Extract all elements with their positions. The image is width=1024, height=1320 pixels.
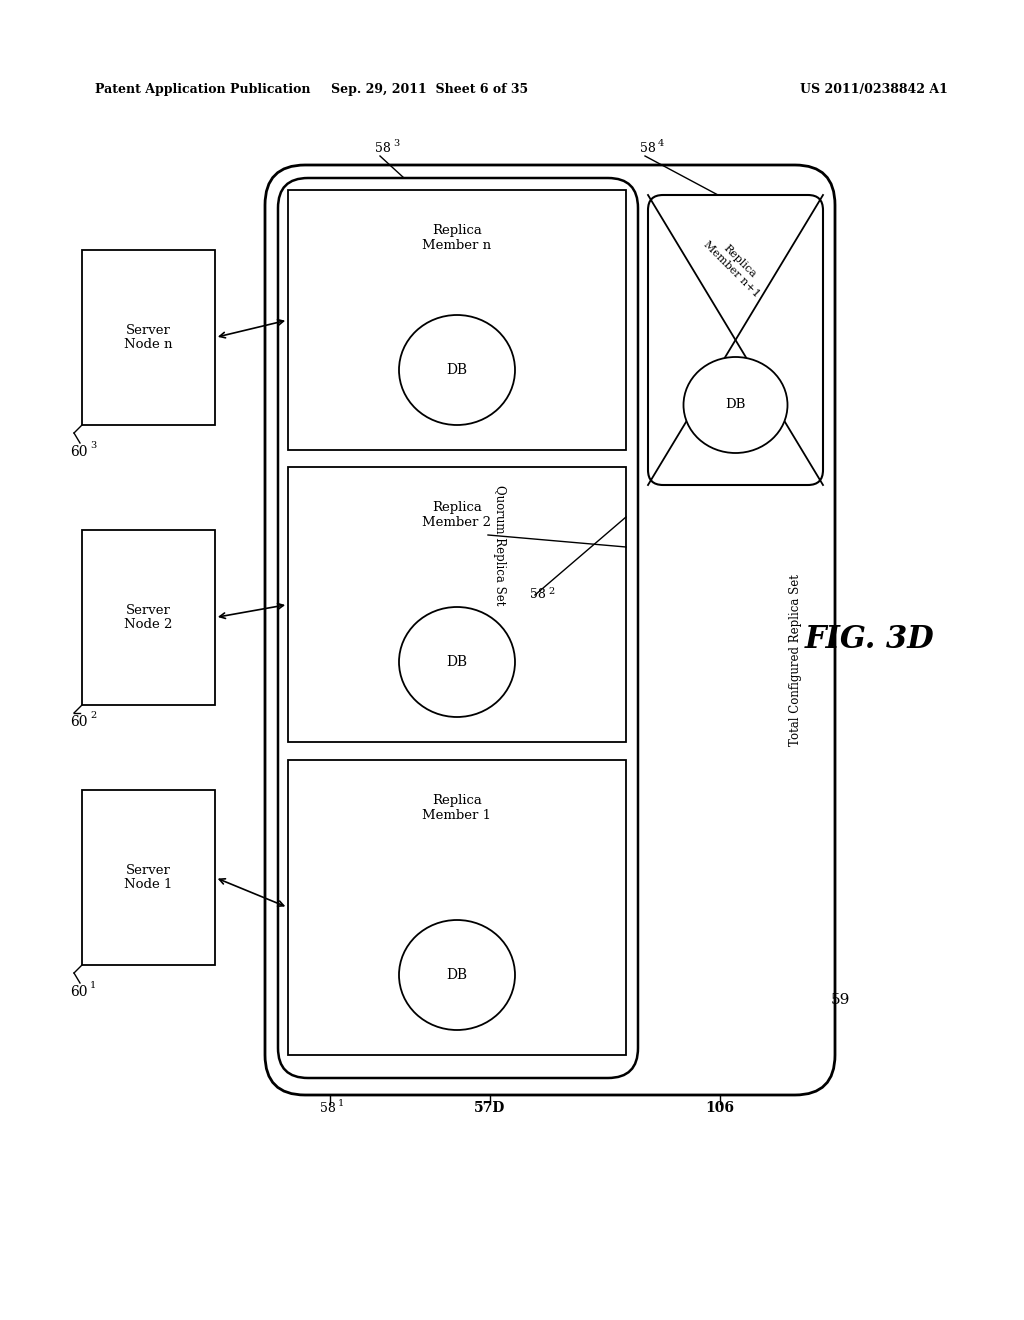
Text: 59: 59 xyxy=(830,993,850,1007)
Text: Server
Node 2: Server Node 2 xyxy=(124,603,173,631)
Bar xyxy=(82,789,215,965)
Bar xyxy=(288,760,626,1055)
FancyBboxPatch shape xyxy=(648,195,823,484)
Text: DB: DB xyxy=(446,363,468,378)
FancyBboxPatch shape xyxy=(265,165,835,1096)
Text: US 2011/0238842 A1: US 2011/0238842 A1 xyxy=(800,83,948,96)
Text: 3: 3 xyxy=(90,441,96,450)
Text: 106: 106 xyxy=(706,1101,734,1115)
Text: Patent Application Publication: Patent Application Publication xyxy=(95,83,310,96)
Text: Replica
Member 2: Replica Member 2 xyxy=(423,502,492,529)
Text: Sep. 29, 2011  Sheet 6 of 35: Sep. 29, 2011 Sheet 6 of 35 xyxy=(332,83,528,96)
Text: 57D: 57D xyxy=(474,1101,506,1115)
Text: Replica
Member n+1: Replica Member n+1 xyxy=(701,231,770,300)
Ellipse shape xyxy=(399,607,515,717)
Text: 58: 58 xyxy=(375,141,391,154)
Text: 2: 2 xyxy=(548,586,554,595)
Text: 60: 60 xyxy=(70,445,87,459)
Bar xyxy=(82,531,215,705)
FancyBboxPatch shape xyxy=(278,178,638,1078)
Text: 58: 58 xyxy=(640,141,656,154)
Text: 4: 4 xyxy=(658,140,665,149)
Text: Quorum Replica Set: Quorum Replica Set xyxy=(493,484,506,605)
Text: 1: 1 xyxy=(90,981,96,990)
Text: Server
Node n: Server Node n xyxy=(124,323,173,351)
Text: Replica
Member 1: Replica Member 1 xyxy=(423,795,492,822)
Text: 60: 60 xyxy=(70,715,87,729)
Bar xyxy=(288,467,626,742)
Ellipse shape xyxy=(399,920,515,1030)
Text: 58: 58 xyxy=(319,1101,336,1114)
Ellipse shape xyxy=(399,315,515,425)
Ellipse shape xyxy=(683,356,787,453)
Bar xyxy=(82,249,215,425)
Text: Server
Node 1: Server Node 1 xyxy=(124,863,173,891)
Text: Total Configured Replica Set: Total Configured Replica Set xyxy=(788,574,802,746)
Text: 1: 1 xyxy=(338,1100,344,1109)
Bar xyxy=(288,190,626,450)
Text: DB: DB xyxy=(446,655,468,669)
Text: 58: 58 xyxy=(530,589,546,602)
Text: FIG. 3D: FIG. 3D xyxy=(805,624,935,656)
Text: 60: 60 xyxy=(70,985,87,999)
Text: 2: 2 xyxy=(90,711,96,719)
Text: DB: DB xyxy=(446,968,468,982)
Text: 3: 3 xyxy=(393,140,399,149)
Text: Replica
Member n: Replica Member n xyxy=(423,224,492,252)
Text: DB: DB xyxy=(725,399,745,412)
